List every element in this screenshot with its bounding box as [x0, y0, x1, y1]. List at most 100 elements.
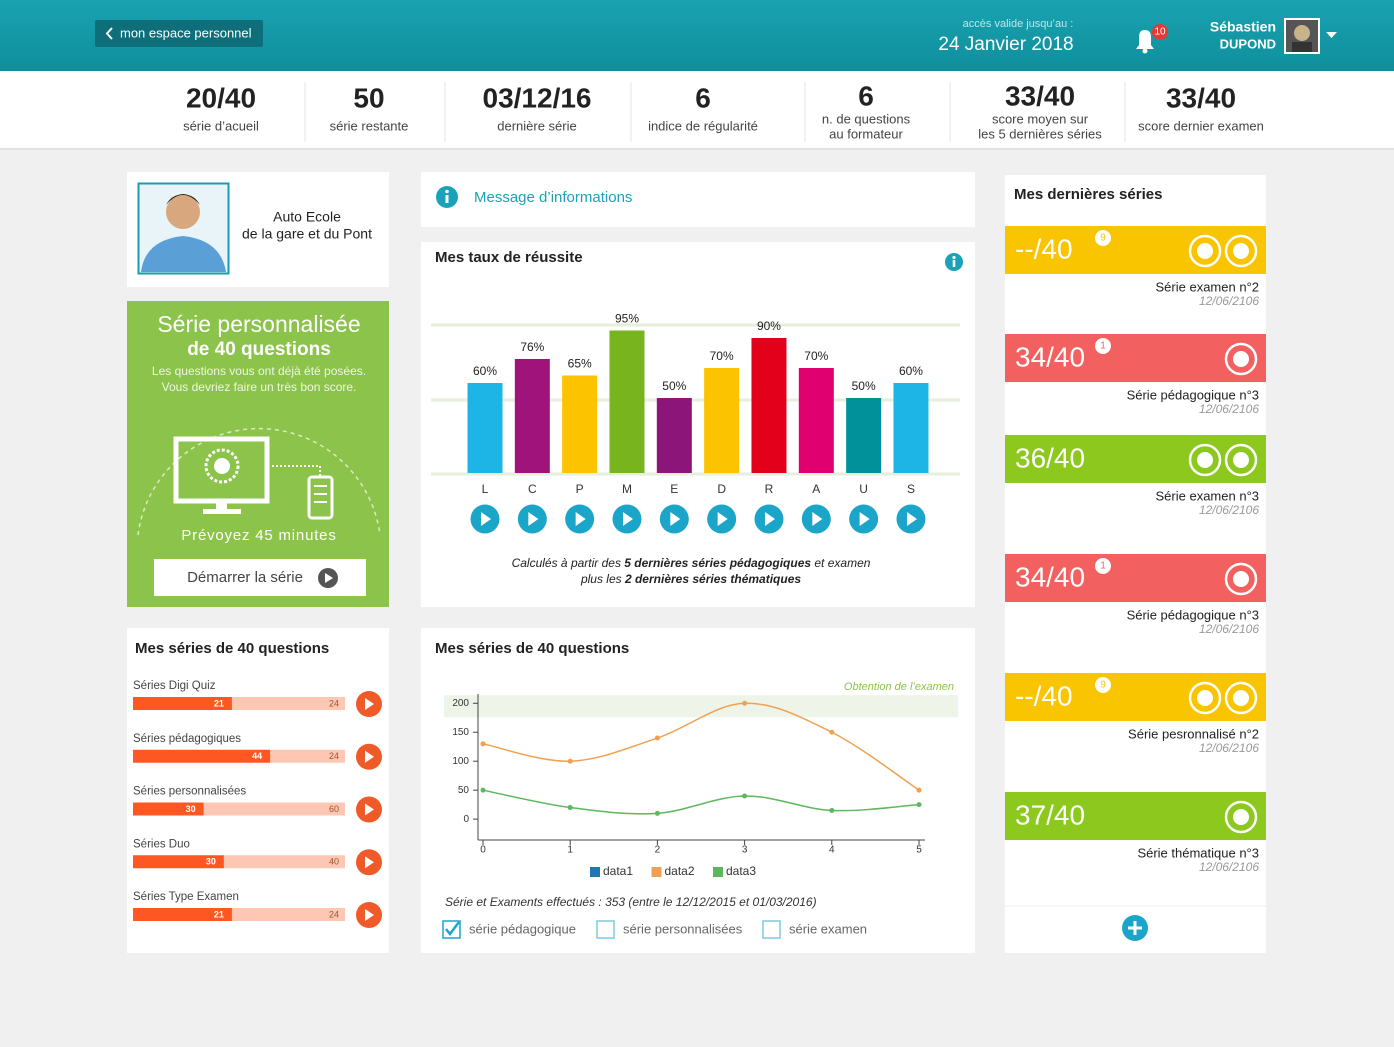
bar-category: C: [528, 482, 537, 496]
latest-band[interactable]: [1005, 554, 1266, 602]
back-button[interactable]: mon espace personnel: [95, 20, 263, 47]
phone-line: [314, 501, 327, 503]
play-triangle: [365, 856, 374, 869]
bar-category: M: [622, 482, 632, 496]
series-point: [916, 802, 922, 808]
footnote-part: 2 dernières séries thématiques: [624, 572, 801, 586]
stat-label: les 5 dernières séries: [978, 126, 1102, 141]
latest-icon-core: [1233, 351, 1249, 367]
bell-clapper: [1142, 48, 1148, 54]
filter-label[interactable]: série examen: [789, 921, 867, 936]
add-series-button[interactable]: [1122, 915, 1148, 941]
play-triangle: [670, 512, 681, 526]
x-tick-label: 0: [480, 845, 486, 856]
stats-bar: [0, 71, 1394, 149]
filter-label[interactable]: série pédagogique: [469, 921, 576, 936]
latest-name: Série pédagogique n°3: [1127, 387, 1259, 402]
stat-label: série restante: [330, 118, 409, 133]
bar-category: E: [670, 482, 678, 496]
series-name: Séries Type Examen: [133, 891, 239, 903]
bar: [656, 398, 692, 473]
latest-badge: [1095, 338, 1111, 354]
photo-shirt: [141, 236, 226, 272]
user-menu-caret[interactable]: [1326, 32, 1337, 38]
progress-remaining: [203, 802, 345, 816]
latest-badge-count: 9: [1100, 680, 1106, 691]
monitor-base: [203, 509, 241, 514]
promo-title: Série personnalisée: [157, 311, 360, 337]
stat-value: 33/40: [1005, 80, 1075, 111]
latest-icon: [1188, 234, 1222, 268]
footnote-part: plus les: [580, 572, 625, 586]
x-tick-label: 2: [655, 845, 661, 856]
avatar-body: [1292, 42, 1312, 52]
series-name: Séries Duo: [133, 838, 190, 850]
series-progress-card: [127, 628, 389, 953]
latest-band[interactable]: [1005, 334, 1266, 382]
notifications[interactable]: 10: [1136, 24, 1168, 54]
filter-checkbox[interactable]: [596, 920, 615, 939]
user-last-name: DUPOND: [1220, 36, 1276, 51]
stat-label: n. de questions: [822, 111, 911, 126]
info-message[interactable]: Message d’informations: [474, 189, 632, 206]
latest-band[interactable]: [1005, 226, 1266, 274]
promo-description: Vous devriez faire un très bon score.: [162, 380, 357, 394]
latest-band[interactable]: [1005, 435, 1266, 483]
progress-done-label: 21: [214, 698, 224, 708]
bar: [704, 368, 740, 473]
latest-badge: [1095, 230, 1111, 246]
stat-label: série d’acueil: [183, 118, 259, 133]
latest-band[interactable]: [1005, 673, 1266, 721]
bell-icon: [1136, 30, 1154, 49]
play-triangle: [365, 698, 374, 710]
series-summary: Série et Examents effectués : 353 (entre…: [445, 895, 817, 909]
stat-label: indice de régularité: [648, 118, 758, 133]
info-stem: [952, 260, 956, 267]
progress-total-label: 60: [329, 804, 339, 814]
latest-title: Mes dernières séries: [1014, 186, 1162, 203]
bar-value-label: 50%: [662, 379, 686, 393]
latest-band[interactable]: [1005, 792, 1266, 840]
play-triangle: [812, 512, 823, 526]
x-tick-label: 4: [829, 845, 835, 856]
bar-value-label: 70%: [804, 349, 828, 363]
latest-date: 12/06/2106: [1199, 860, 1259, 874]
legend-label: data1: [603, 864, 633, 878]
play-triangle: [325, 573, 333, 583]
plus-v: [1133, 921, 1137, 935]
avatar-face: [1294, 25, 1310, 41]
filter-label[interactable]: série personnalisées: [623, 921, 743, 936]
play-triangle: [481, 512, 491, 526]
progress-done-label: 30: [206, 857, 216, 867]
notification-badge: [1152, 24, 1168, 40]
user-first-name: Sébastien: [1210, 19, 1276, 35]
start-button[interactable]: Démarrer la série: [154, 559, 366, 596]
stat-label: score moyen sur: [992, 111, 1089, 126]
back-chevron: [105, 27, 113, 40]
stat-label: au formateur: [829, 126, 903, 141]
latest-icon: [1188, 681, 1222, 715]
series-point: [654, 735, 660, 741]
latest-score: --/40: [1015, 680, 1073, 711]
bar-category: S: [907, 482, 915, 496]
progress-remaining: [231, 908, 345, 921]
latest-score: 34/40: [1015, 561, 1085, 592]
bar-value-label: 70%: [710, 349, 734, 363]
photo-face: [166, 195, 200, 229]
user-avatar[interactable]: [1284, 18, 1320, 54]
filter-checkbox[interactable]: [762, 920, 781, 939]
stat-value: 6: [695, 82, 711, 113]
series-point: [480, 787, 486, 793]
latest-icon: [1224, 443, 1258, 477]
latest-icon-core: [1233, 452, 1249, 468]
bar: [846, 398, 882, 473]
latest-score: 34/40: [1015, 341, 1085, 372]
series-point: [567, 758, 573, 764]
stat-label: dernière série: [497, 118, 577, 133]
line-chart-title: Mes séries de 40 questions: [435, 640, 629, 657]
play-triangle: [365, 909, 374, 921]
progress-total-label: 40: [329, 857, 339, 867]
latest-icon: [1224, 681, 1258, 715]
